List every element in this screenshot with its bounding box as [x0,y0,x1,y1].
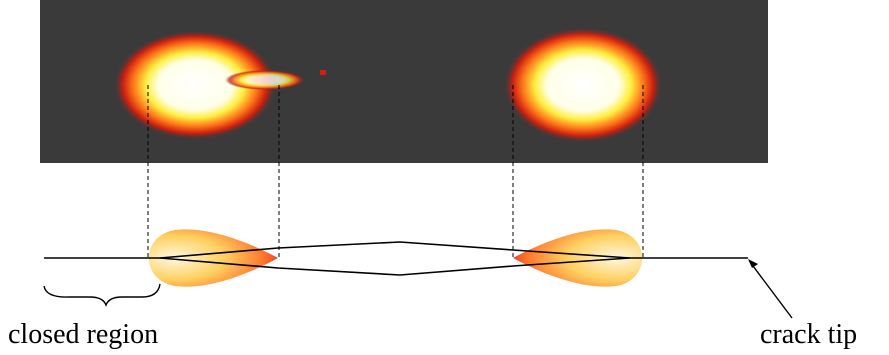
crack [44,242,748,275]
brace [44,284,160,305]
arrow [750,262,792,318]
speck [320,70,326,75]
label: crack tip [760,319,857,350]
label: closed region [8,319,158,350]
hot-spot [503,27,663,143]
arrow-head [748,259,758,268]
hot-spot-tail [225,70,305,90]
diagram: closed region crack tip [0,0,889,355]
